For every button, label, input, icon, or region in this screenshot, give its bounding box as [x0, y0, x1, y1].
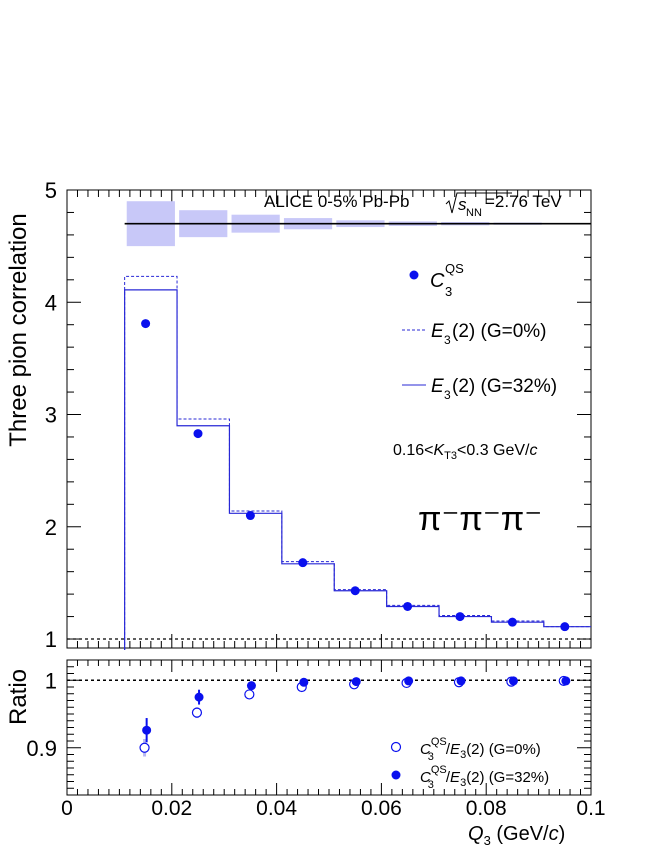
ratio-g32-point [194, 692, 204, 702]
ratio-g32-point [246, 681, 256, 691]
y-tick-label: 2 [45, 515, 57, 540]
ratio-g32-point [351, 677, 361, 687]
histogram-g32-solid [124, 289, 591, 650]
legend-c3qs-c: C [430, 270, 445, 292]
ratio-g32-point [456, 676, 466, 686]
x-tick-label: 0.1 [576, 797, 605, 820]
x-tick-label: 0 [61, 797, 73, 820]
ratio-g32-point [299, 677, 309, 687]
ratio-points [139, 675, 571, 757]
ratio-g32-point [142, 725, 152, 735]
c3qs-point [560, 622, 570, 632]
model-histograms [124, 275, 591, 650]
top-y-axis-title: Three pion correlation [5, 213, 32, 446]
legend-g0-sub: 3 [444, 333, 451, 347]
header-sqrt-s: s [458, 195, 467, 214]
top-panel-frame [66, 189, 592, 649]
x-tick-label: 0.02 [151, 797, 192, 820]
y-tick-label: 4 [45, 290, 57, 315]
ratio-g0-point [139, 742, 150, 753]
legend-g32-e: E [431, 376, 444, 397]
legend-ratio-g32-marker [391, 770, 401, 780]
c3qs-point [455, 612, 465, 622]
c3qs-point [141, 319, 151, 329]
ratio-tick-label: 0.9 [26, 736, 57, 761]
kt-label: 0.16<KT3<0.3 GeV/c [393, 442, 538, 462]
c3qs-point [507, 617, 517, 627]
c3qs-point [298, 558, 308, 568]
ratio-tick-label: 1 [45, 668, 57, 693]
legend-g0-rest: (2) (G=0%) [452, 321, 547, 342]
legend-g32-rest: (2) (G=32%) [452, 376, 557, 397]
x-tick-label: 0.04 [256, 797, 297, 820]
c3qs-point [350, 586, 360, 596]
x-axis-title: Q3 (GeV/c) [468, 823, 565, 848]
x-tick-label: 0.08 [466, 797, 507, 820]
x-tick-label: 0.06 [361, 797, 402, 820]
legend-ratio-g0-marker [390, 741, 402, 753]
ratio-g32-point [561, 676, 571, 686]
legend-c3qs-sup: QS [445, 261, 464, 276]
legend-c3qs-marker [409, 270, 419, 280]
y-tick-label: 5 [45, 178, 57, 203]
ratio-g32-point [404, 676, 414, 686]
bottom-axes: 0 0.02 0.04 0.06 0.08 0.1 0.9 1 [26, 659, 606, 820]
bottom-y-axis-title: Ratio [5, 669, 32, 725]
legend-ratio-g0: CQS 3/E3(2) (G=0%) [420, 736, 541, 763]
ratio-g0-point [191, 707, 203, 718]
sqrt-sign [445, 192, 512, 214]
c3qs-point [245, 511, 255, 521]
legend-c3qs-sub: 3 [445, 284, 452, 299]
legend-g0-e: E [431, 321, 444, 342]
c3qs-point [193, 429, 203, 439]
ratio-g32-point [508, 676, 518, 686]
header-energy: =2.76 TeV [485, 192, 562, 211]
legend-ratio-g32: CQS 3/E3(2) (G=32%) [420, 764, 549, 791]
header-label: ALICE 0-5% Pb-Pb [264, 192, 410, 211]
header-nn: NN [466, 207, 482, 219]
y-tick-label: 3 [45, 403, 57, 428]
legend-g32-sub: 3 [444, 388, 451, 402]
top-reference-lines [67, 222, 591, 640]
y-tick-label: 1 [45, 627, 57, 652]
particle-label: π⁻π⁻π⁻ [418, 500, 542, 538]
top-y-axis: 1 2 3 4 5 [45, 178, 592, 652]
ratio-g0-point [244, 689, 255, 700]
c3qs-point [403, 601, 413, 611]
c3qs-points [141, 319, 570, 632]
